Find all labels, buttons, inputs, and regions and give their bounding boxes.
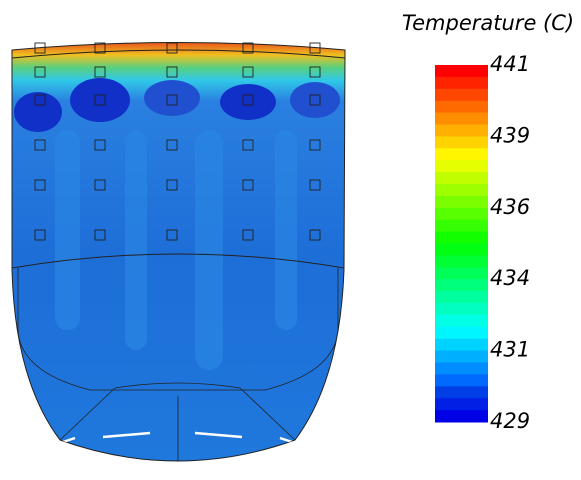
probe <box>34 179 46 191</box>
colorbar-band <box>435 362 488 375</box>
probe <box>166 229 178 241</box>
probe <box>94 66 106 78</box>
probe <box>94 139 106 151</box>
probe <box>309 42 321 54</box>
probe <box>242 42 254 54</box>
colorbar-band <box>435 136 488 149</box>
probe <box>309 66 321 78</box>
probe <box>34 42 46 54</box>
probe <box>94 179 106 191</box>
probe <box>94 42 106 54</box>
probe <box>309 179 321 191</box>
colorbar-label: 431 <box>490 338 530 362</box>
colorbar-band <box>435 148 488 161</box>
colorbar-band <box>435 255 488 268</box>
colorbar-band <box>435 184 488 197</box>
colorbar-band <box>435 100 488 114</box>
colorbar-band <box>435 386 488 399</box>
probe <box>34 139 46 151</box>
probe <box>242 66 254 78</box>
probe <box>242 229 254 241</box>
probe <box>34 66 46 78</box>
probe <box>166 179 178 191</box>
colorbar-band <box>435 267 488 280</box>
colorbar-band <box>435 279 488 292</box>
colorbar-band <box>435 76 488 90</box>
legend-title: Temperature (C) <box>402 11 574 35</box>
colorbar-band <box>435 231 488 244</box>
colorbar-band <box>435 172 488 185</box>
colorbar-band <box>435 195 488 209</box>
colorbar-band <box>435 303 488 316</box>
probe <box>242 139 254 151</box>
colorbar-band <box>435 219 488 233</box>
probe <box>166 139 178 151</box>
probe <box>166 94 178 106</box>
colorbar-band <box>435 160 488 173</box>
colorbar-band <box>435 112 488 125</box>
probe <box>166 42 178 54</box>
probe <box>94 229 106 241</box>
colorbar-band <box>435 410 488 423</box>
colorbar-band <box>435 124 488 137</box>
colorbar-label: 441 <box>490 52 530 76</box>
probe-grid <box>34 42 321 241</box>
colorbar-band <box>435 374 488 387</box>
colorbar-band <box>435 398 488 411</box>
probe <box>242 94 254 106</box>
probe <box>242 179 254 191</box>
probe <box>34 229 46 241</box>
colorbar-band <box>435 338 488 352</box>
colorbar-band <box>435 314 488 328</box>
colorbar-label: 436 <box>490 195 530 219</box>
colorbar: 441 439 436 434 431 429 <box>435 52 530 433</box>
probe <box>34 94 46 106</box>
probe <box>309 229 321 241</box>
colorbar-band <box>435 243 488 256</box>
contours <box>12 49 345 461</box>
colorbar-band <box>435 291 488 304</box>
colorbar-label: 434 <box>490 266 530 290</box>
colorbar-label: 429 <box>490 409 530 433</box>
probe <box>166 66 178 78</box>
colorbar-band <box>435 326 488 340</box>
colorbar-band <box>435 65 488 78</box>
colorbar-band <box>435 350 488 363</box>
colorbar-band <box>435 207 488 221</box>
probe <box>309 94 321 106</box>
probe <box>94 94 106 106</box>
vessel <box>11 42 346 462</box>
probe <box>309 139 321 151</box>
colorbar-band <box>435 88 488 102</box>
colorbar-label: 439 <box>490 123 530 147</box>
